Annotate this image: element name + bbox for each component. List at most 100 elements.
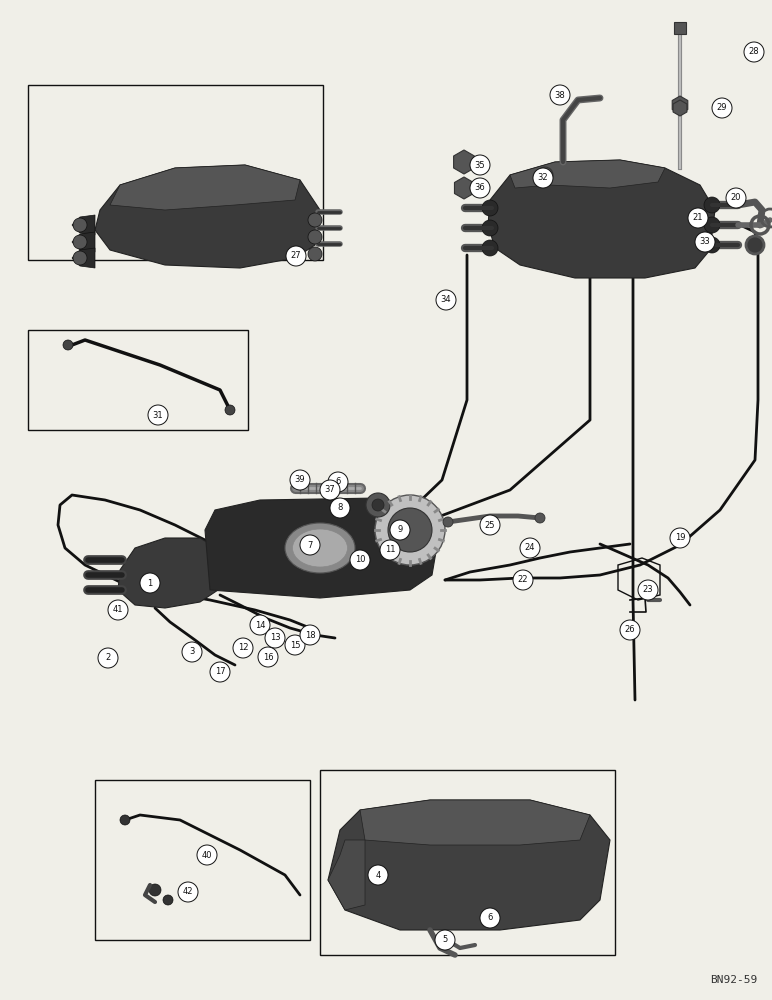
Text: 31: 31 bbox=[153, 410, 164, 420]
Text: 2: 2 bbox=[105, 654, 110, 662]
Polygon shape bbox=[510, 160, 665, 188]
Text: 21: 21 bbox=[692, 214, 703, 223]
Circle shape bbox=[520, 538, 540, 558]
Polygon shape bbox=[95, 165, 320, 268]
Text: 29: 29 bbox=[716, 104, 727, 112]
Circle shape bbox=[368, 865, 388, 885]
Circle shape bbox=[744, 42, 764, 62]
Circle shape bbox=[308, 213, 322, 227]
Polygon shape bbox=[110, 165, 300, 210]
Circle shape bbox=[265, 628, 285, 648]
Text: 33: 33 bbox=[699, 237, 710, 246]
Text: 11: 11 bbox=[384, 546, 395, 554]
Circle shape bbox=[537, 167, 553, 183]
Circle shape bbox=[704, 197, 720, 213]
Text: 26: 26 bbox=[625, 626, 635, 635]
Polygon shape bbox=[118, 538, 225, 608]
Circle shape bbox=[300, 535, 320, 555]
Ellipse shape bbox=[285, 523, 355, 573]
Circle shape bbox=[366, 493, 390, 517]
Text: 8: 8 bbox=[337, 504, 343, 512]
Circle shape bbox=[480, 515, 500, 535]
Text: 17: 17 bbox=[215, 668, 225, 676]
Text: 37: 37 bbox=[324, 486, 335, 494]
Text: 10: 10 bbox=[355, 556, 365, 564]
Text: 28: 28 bbox=[749, 47, 760, 56]
Text: 24: 24 bbox=[525, 544, 535, 552]
Bar bbox=[674, 22, 686, 34]
Circle shape bbox=[148, 405, 168, 425]
Text: 36: 36 bbox=[475, 184, 486, 192]
Circle shape bbox=[73, 251, 87, 265]
Circle shape bbox=[63, 340, 73, 350]
Text: 32: 32 bbox=[537, 174, 548, 182]
Ellipse shape bbox=[293, 529, 347, 567]
Circle shape bbox=[98, 648, 118, 668]
Text: 12: 12 bbox=[238, 644, 249, 652]
Circle shape bbox=[233, 638, 253, 658]
Circle shape bbox=[308, 247, 322, 261]
Polygon shape bbox=[72, 248, 95, 268]
Text: 6: 6 bbox=[335, 478, 340, 487]
Polygon shape bbox=[72, 232, 95, 252]
Circle shape bbox=[726, 188, 746, 208]
Text: 27: 27 bbox=[291, 251, 301, 260]
Text: 19: 19 bbox=[675, 534, 686, 542]
Text: 6: 6 bbox=[487, 914, 493, 922]
Circle shape bbox=[258, 647, 278, 667]
Text: 40: 40 bbox=[201, 850, 212, 859]
Text: 41: 41 bbox=[113, 605, 124, 614]
Text: 23: 23 bbox=[642, 585, 653, 594]
Circle shape bbox=[638, 580, 658, 600]
Text: 39: 39 bbox=[295, 476, 305, 485]
Circle shape bbox=[285, 635, 305, 655]
Text: 38: 38 bbox=[554, 91, 565, 100]
Circle shape bbox=[480, 908, 500, 928]
Text: 34: 34 bbox=[441, 296, 452, 304]
Circle shape bbox=[149, 884, 161, 896]
Text: 42: 42 bbox=[183, 888, 193, 896]
Circle shape bbox=[197, 845, 217, 865]
Circle shape bbox=[308, 230, 322, 244]
Circle shape bbox=[178, 882, 198, 902]
Text: 35: 35 bbox=[475, 160, 486, 169]
Text: 22: 22 bbox=[518, 576, 528, 584]
Circle shape bbox=[535, 513, 545, 523]
Text: 18: 18 bbox=[305, 631, 315, 640]
Circle shape bbox=[482, 240, 498, 256]
Circle shape bbox=[695, 232, 715, 252]
Circle shape bbox=[388, 508, 432, 552]
Circle shape bbox=[688, 208, 708, 228]
Circle shape bbox=[550, 85, 570, 105]
Circle shape bbox=[350, 550, 370, 570]
Circle shape bbox=[210, 662, 230, 682]
Circle shape bbox=[286, 246, 306, 266]
Circle shape bbox=[390, 520, 410, 540]
Circle shape bbox=[328, 472, 348, 492]
Text: 13: 13 bbox=[269, 634, 280, 643]
Bar bbox=[320, 770, 615, 955]
Bar bbox=[28, 330, 248, 430]
Bar bbox=[28, 85, 323, 260]
Circle shape bbox=[670, 528, 690, 548]
Circle shape bbox=[300, 625, 320, 645]
Text: 25: 25 bbox=[485, 520, 496, 530]
Circle shape bbox=[163, 895, 173, 905]
Circle shape bbox=[372, 499, 384, 511]
Text: 7: 7 bbox=[307, 540, 313, 550]
Circle shape bbox=[108, 600, 128, 620]
Text: 5: 5 bbox=[442, 936, 448, 944]
Text: 20: 20 bbox=[731, 194, 741, 202]
Circle shape bbox=[746, 236, 764, 254]
Circle shape bbox=[443, 517, 453, 527]
Circle shape bbox=[435, 930, 455, 950]
Text: 15: 15 bbox=[290, 641, 300, 650]
Text: BN92-59: BN92-59 bbox=[709, 975, 757, 985]
Circle shape bbox=[250, 615, 270, 635]
Text: 4: 4 bbox=[375, 870, 381, 880]
Circle shape bbox=[436, 290, 456, 310]
Circle shape bbox=[482, 220, 498, 236]
Polygon shape bbox=[360, 800, 590, 845]
Text: 3: 3 bbox=[189, 648, 195, 656]
Circle shape bbox=[320, 480, 340, 500]
